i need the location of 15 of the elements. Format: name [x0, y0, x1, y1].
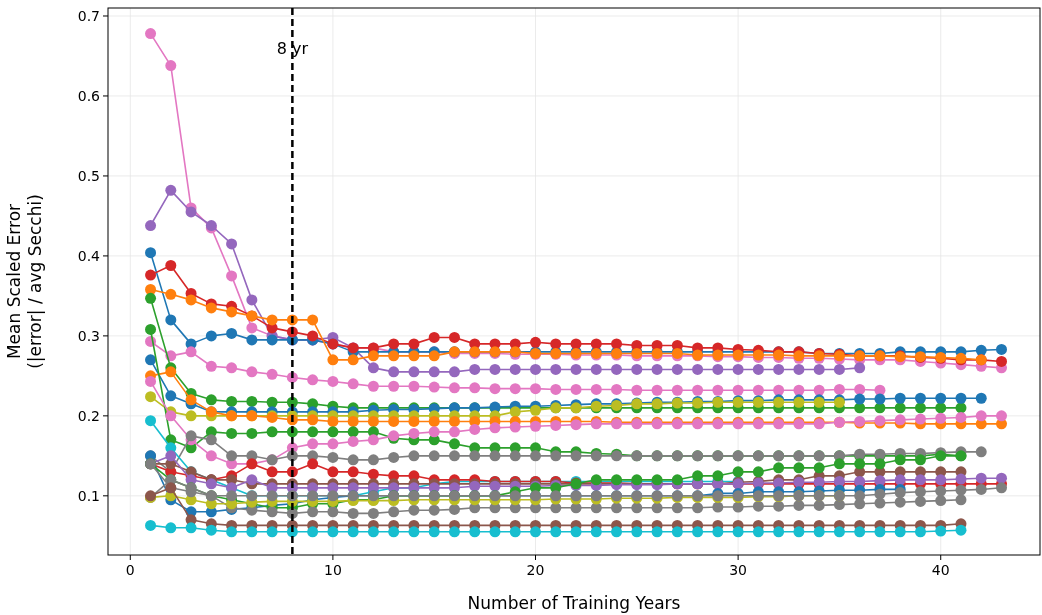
y-tick-label: 0.4 — [77, 247, 101, 264]
y-tick-label: 0.7 — [77, 8, 100, 24]
x-axis-title: Number of Training Years — [467, 593, 681, 613]
x-tick-label: 40 — [931, 562, 950, 578]
y-tick-label: 0.3 — [77, 327, 100, 344]
ref-line-label: 8 yr — [276, 39, 309, 58]
y-tick-label: 0.6 — [77, 87, 101, 104]
y-tick-label: 0.5 — [77, 167, 100, 184]
y-axis-title: Mean Scaled Error (|error| / avg Secchi) — [4, 194, 45, 369]
y-tick-label: 0.1 — [77, 487, 100, 504]
x-tick-label: 0 — [125, 562, 135, 578]
x-tick-label: 20 — [526, 562, 545, 578]
y-tick-label: 0.2 — [77, 407, 100, 424]
x-tick-label: 10 — [323, 562, 342, 578]
x-tick-label: 30 — [729, 562, 748, 578]
